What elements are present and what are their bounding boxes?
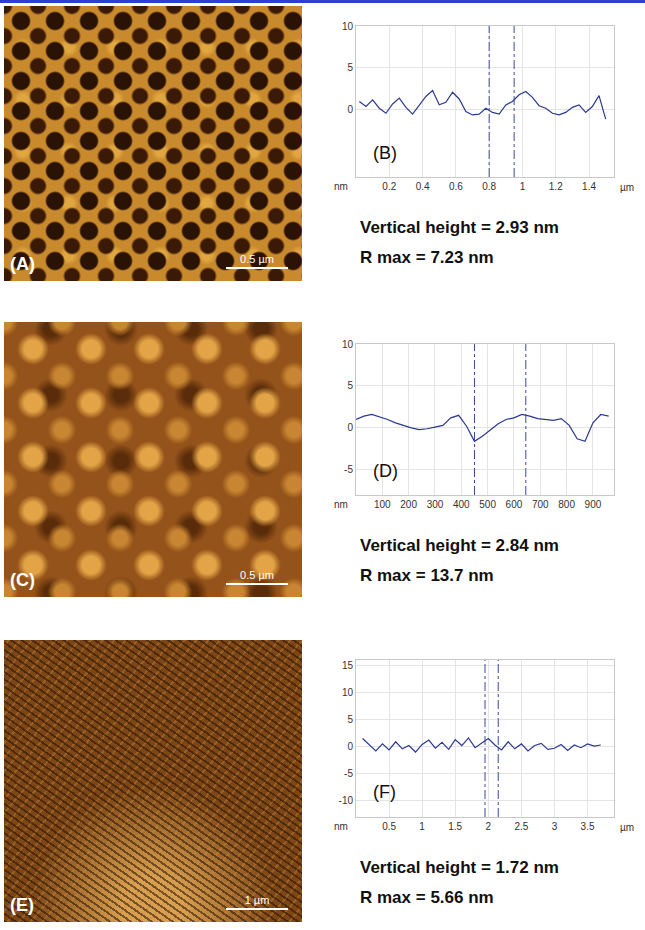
svg-text:0: 0 [347,422,353,433]
svg-text:3.5: 3.5 [581,821,595,832]
svg-text:100: 100 [374,499,391,510]
svg-text:900: 900 [585,499,602,510]
svg-text:-5: -5 [344,464,353,475]
html-text:0.5 µm: 0.5 µm [240,253,274,265]
svg-text:(B): (B) [373,143,397,163]
html-text:(C): (C) [10,570,35,590]
svg-text:10: 10 [342,687,354,698]
svg-text:-10: -10 [339,795,354,806]
svg-text:5: 5 [347,714,353,725]
html-text:R max = 7.23 nm: R max = 7.23 nm [360,248,494,267]
svg-text:10: 10 [342,21,354,32]
svg-text:2: 2 [486,821,492,832]
html-text:0.5 µm: 0.5 µm [240,569,274,581]
svg-text:nm: nm [334,499,348,510]
svg-text:0.2: 0.2 [382,181,396,192]
svg-text:3: 3 [552,821,558,832]
svg-text:1: 1 [419,821,425,832]
svg-text:10: 10 [342,339,354,350]
svg-text:500: 500 [479,499,496,510]
svg-text:1.5: 1.5 [448,821,462,832]
svg-text:600: 600 [506,499,523,510]
svg-text:0.5: 0.5 [382,821,396,832]
html-text:Vertical height = 1.72 nm: Vertical height = 1.72 nm [360,858,559,877]
svg-text:0.6: 0.6 [449,181,463,192]
svg-text:15: 15 [342,660,354,671]
svg-text:(F): (F) [373,782,396,802]
svg-text:5: 5 [347,380,353,391]
svg-text:2.5: 2.5 [514,821,528,832]
svg-text:300: 300 [427,499,444,510]
svg-text:800: 800 [558,499,575,510]
svg-text:700: 700 [532,499,549,510]
html-text:Vertical height = 2.93 nm: Vertical height = 2.93 nm [360,218,559,237]
svg-text:(D): (D) [373,461,398,481]
svg-text:1: 1 [520,181,526,192]
svg-text:0.4: 0.4 [416,181,430,192]
svg-text:nm: nm [334,821,348,832]
svg-text:0: 0 [347,741,353,752]
svg-text:µm: µm [620,182,634,193]
html-text:(E): (E) [10,895,34,915]
html-text:R max = 13.7 nm: R max = 13.7 nm [360,566,494,585]
svg-text:200: 200 [400,499,417,510]
svg-text:5: 5 [347,62,353,73]
svg-text:µm: µm [620,822,634,833]
svg-text:0: 0 [347,104,353,115]
svg-text:nm: nm [334,181,348,192]
html-text:(A): (A) [10,254,35,274]
svg-text:400: 400 [453,499,470,510]
html-text:R max = 5.66 nm: R max = 5.66 nm [360,888,494,907]
svg-text:-5: -5 [344,768,353,779]
svg-text:0.8: 0.8 [482,181,496,192]
html-text:Vertical height = 2.84 nm: Vertical height = 2.84 nm [360,536,559,555]
svg-text:1.2: 1.2 [549,181,563,192]
svg-text:1.4: 1.4 [582,181,596,192]
html-text:1 µm: 1 µm [244,894,270,906]
